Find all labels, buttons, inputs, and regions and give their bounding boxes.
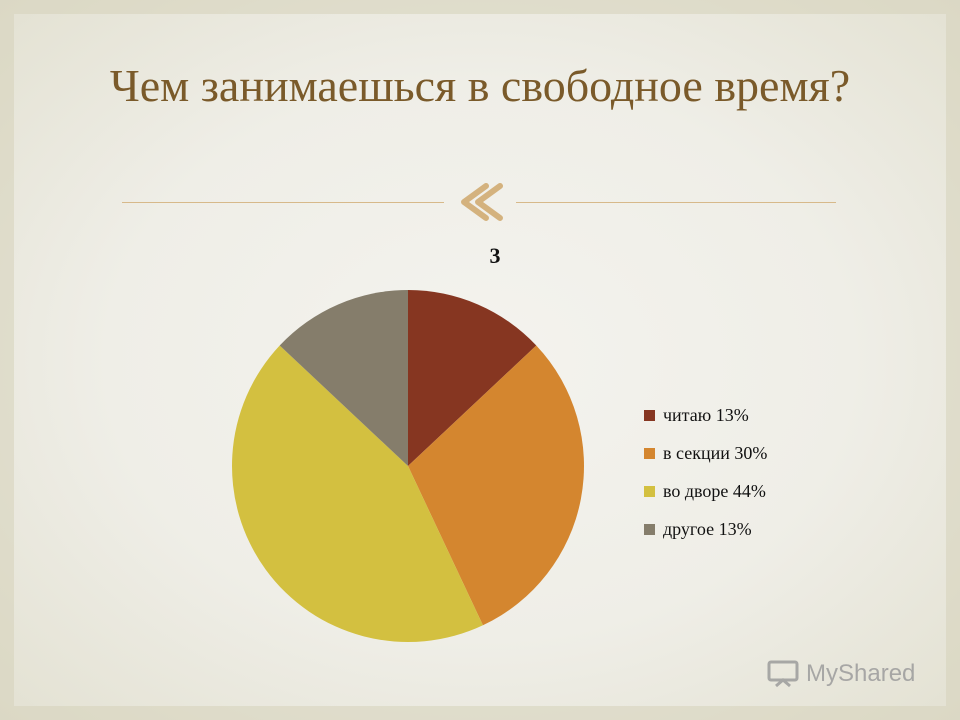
legend-swatch [644,447,655,459]
pie-slice-3 [279,290,408,466]
title-divider-left [122,202,444,203]
presentation-screen-icon [767,660,799,688]
legend-item: читаю 13% [644,396,874,434]
legend-item: другое 13% [644,510,874,548]
title-divider-right [516,202,836,203]
legend-item: во дворе 44% [644,472,874,510]
legend-item: в секции 30% [644,434,874,472]
watermark-text: MyShared [806,660,916,687]
pie-slice-2 [231,345,483,642]
chart-title: 3 [489,243,501,268]
slide-title: Чем занимаешься в свободное время? [109,60,851,111]
decorative-ornament-icon [461,183,503,221]
pie-slice-0 [408,290,537,466]
legend-label: в секции 30% [663,442,768,463]
legend-label: другое 13% [663,518,752,539]
legend-swatch [644,523,655,535]
legend-label: читаю 13% [663,404,749,425]
myshared-watermark: MyShared [766,654,915,694]
pie-chart [231,290,584,642]
legend-label: во дворе 44% [663,480,766,501]
legend-swatch [644,485,655,497]
chart-legend: читаю 13% в секции 30% во дворе 44% друг… [644,396,874,548]
pie-slice-1 [408,345,584,626]
legend-swatch [644,409,655,421]
